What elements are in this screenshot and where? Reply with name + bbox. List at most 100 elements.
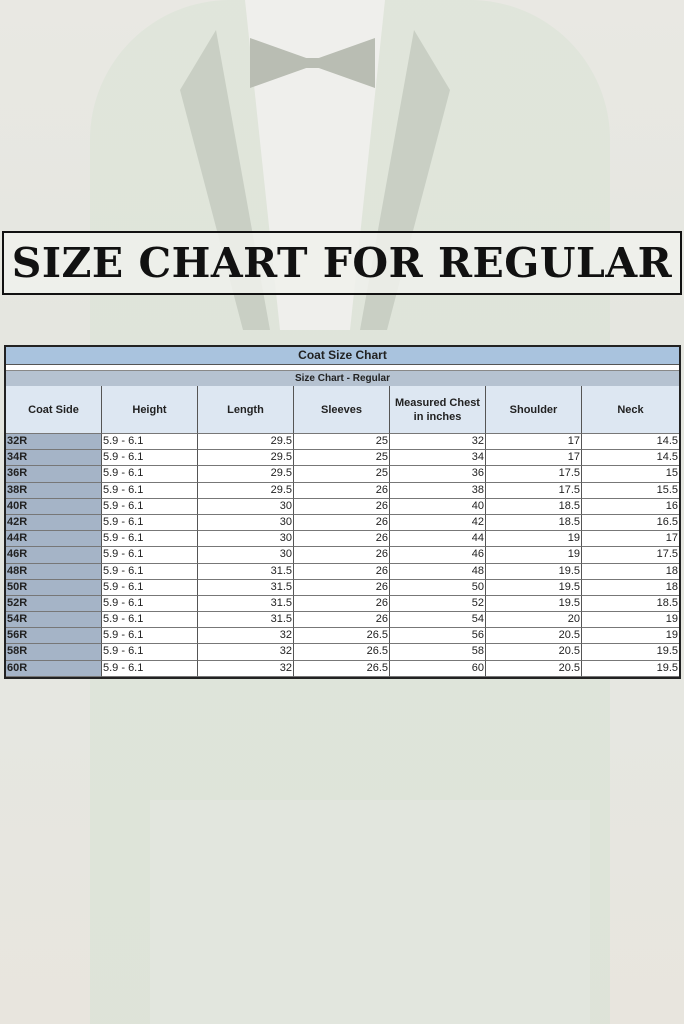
table-cell: 36R [6, 466, 102, 483]
table-cell: 26 [294, 514, 390, 532]
table-cell: 19 [486, 531, 582, 548]
table-cell: 19 [582, 628, 679, 645]
table-row: 50R 5.9 - 6.1 31.5 26 50 19.5 18 [6, 579, 679, 596]
column-header: Coat Side [6, 386, 102, 434]
table-cell: 56R [6, 628, 102, 645]
table-cell: 26 [294, 482, 390, 499]
table-cell: 32 [390, 434, 486, 451]
table-cell: 54 [390, 612, 486, 629]
table-row: 46R 5.9 - 6.1 30 26 46 19 17.5 [6, 547, 679, 564]
table-cell: 26 [294, 579, 390, 596]
table-cell: 26.5 [294, 628, 390, 645]
table-cell: 29.5 [198, 466, 294, 483]
column-header: Height [102, 386, 198, 434]
trousers [150, 800, 590, 1024]
table-cell: 5.9 - 6.1 [102, 498, 198, 515]
table-cell: 14.5 [582, 434, 679, 451]
table-cell: 26.5 [294, 644, 390, 661]
table-cell: 60 [390, 660, 486, 677]
table-cell: 40 [390, 498, 486, 515]
table-cell: 31.5 [198, 612, 294, 629]
table-cell: 18.5 [486, 498, 582, 515]
table-row: 48R 5.9 - 6.1 31.5 26 48 19.5 18 [6, 563, 679, 580]
table-row: 54R 5.9 - 6.1 31.5 26 54 20 19 [6, 612, 679, 629]
column-header: Sleeves [294, 386, 390, 434]
column-header: Measured Chest in inches [390, 386, 486, 434]
table-row: 56R 5.9 - 6.1 32 26.5 56 20.5 19 [6, 628, 679, 645]
table-cell: 26.5 [294, 660, 390, 677]
table-cell: 58 [390, 644, 486, 661]
table-row: 42R 5.9 - 6.1 30 26 42 18.5 16.5 [6, 514, 679, 532]
table-title: Coat Size Chart [6, 347, 679, 365]
table-cell: 26 [294, 595, 390, 613]
table-cell: 54R [6, 612, 102, 629]
table-cell: 17.5 [582, 547, 679, 564]
table-cell: 17.5 [486, 482, 582, 499]
table-row: 36R 5.9 - 6.1 29.5 25 36 17.5 15 [6, 466, 679, 483]
table-cell: 18.5 [486, 514, 582, 532]
table-cell: 31.5 [198, 595, 294, 613]
header-row: Coat Side Height Length Sleeves Measured Che… [6, 386, 679, 434]
table-cell: 26 [294, 612, 390, 629]
table-cell: 19.5 [486, 563, 582, 580]
table-cell: 26 [294, 531, 390, 548]
table-cell: 29.5 [198, 482, 294, 499]
table-cell: 19.5 [582, 644, 679, 661]
table-cell: 32R [6, 434, 102, 451]
table-cell: 5.9 - 6.1 [102, 547, 198, 564]
table-cell: 5.9 - 6.1 [102, 531, 198, 548]
table-cell: 48R [6, 563, 102, 580]
table-row: 44R 5.9 - 6.1 30 26 44 19 17 [6, 531, 679, 548]
table-cell: 58R [6, 644, 102, 661]
table-row: 34R 5.9 - 6.1 29.5 25 34 17 14.5 [6, 450, 679, 467]
table-cell: 14.5 [582, 450, 679, 467]
table-cell: 42R [6, 514, 102, 532]
table-cell: 20 [486, 612, 582, 629]
table-cell: 16.5 [582, 515, 679, 532]
spacer [6, 365, 679, 370]
table-row: 32R 5.9 - 6.1 29.5 25 32 17 14.5 [6, 434, 679, 451]
table-cell: 44R [6, 531, 102, 548]
table-cell: 34 [390, 450, 486, 467]
table-cell: 20.5 [486, 628, 582, 645]
table-cell: 18 [582, 580, 679, 596]
table-cell: 5.9 - 6.1 [102, 434, 198, 451]
table-cell: 46R [6, 547, 102, 564]
table-cell: 5.9 - 6.1 [102, 660, 198, 677]
table-cell: 34R [6, 450, 102, 467]
table-subtitle: Size Chart - Regular [6, 370, 679, 386]
table-cell: 30 [198, 498, 294, 515]
table-cell: 31.5 [198, 579, 294, 596]
size-chart-table: Coat Size Chart Size Chart - Regular Coa… [4, 345, 681, 679]
table-cell: 52 [390, 595, 486, 613]
table-row: 60R 5.9 - 6.1 32 26.5 60 20.5 19.5 [6, 660, 679, 677]
table-cell: 25 [294, 434, 390, 451]
table-cell: 56 [390, 628, 486, 645]
column-header: Neck [582, 386, 679, 434]
table-cell: 50 [390, 579, 486, 596]
table-cell: 48 [390, 563, 486, 580]
table-body: 32R 5.9 - 6.1 29.5 25 32 17 14.5 34R 5.9 - 6.1 29… [6, 434, 679, 677]
table-cell: 32 [198, 628, 294, 645]
table-cell: 19 [486, 547, 582, 564]
table-cell: 29.5 [198, 434, 294, 451]
table-cell: 60R [6, 660, 102, 677]
table-cell: 52R [6, 595, 102, 613]
table-cell: 42 [390, 514, 486, 532]
table-cell: 26 [294, 547, 390, 564]
table-cell: 18.5 [582, 596, 679, 613]
table-cell: 32 [198, 660, 294, 677]
table-cell: 32 [198, 644, 294, 661]
table-cell: 20.5 [486, 644, 582, 661]
table-row: 58R 5.9 - 6.1 32 26.5 58 20.5 19.5 [6, 644, 679, 661]
table-cell: 19.5 [486, 595, 582, 613]
table-cell: 5.9 - 6.1 [102, 644, 198, 661]
table-cell: 46 [390, 547, 486, 564]
table-cell: 5.9 - 6.1 [102, 579, 198, 596]
table-cell: 5.9 - 6.1 [102, 612, 198, 629]
table-cell: 44 [390, 531, 486, 548]
table-cell: 17.5 [486, 466, 582, 483]
table-cell: 30 [198, 547, 294, 564]
table-cell: 18 [582, 564, 679, 580]
table-cell: 17 [486, 450, 582, 467]
